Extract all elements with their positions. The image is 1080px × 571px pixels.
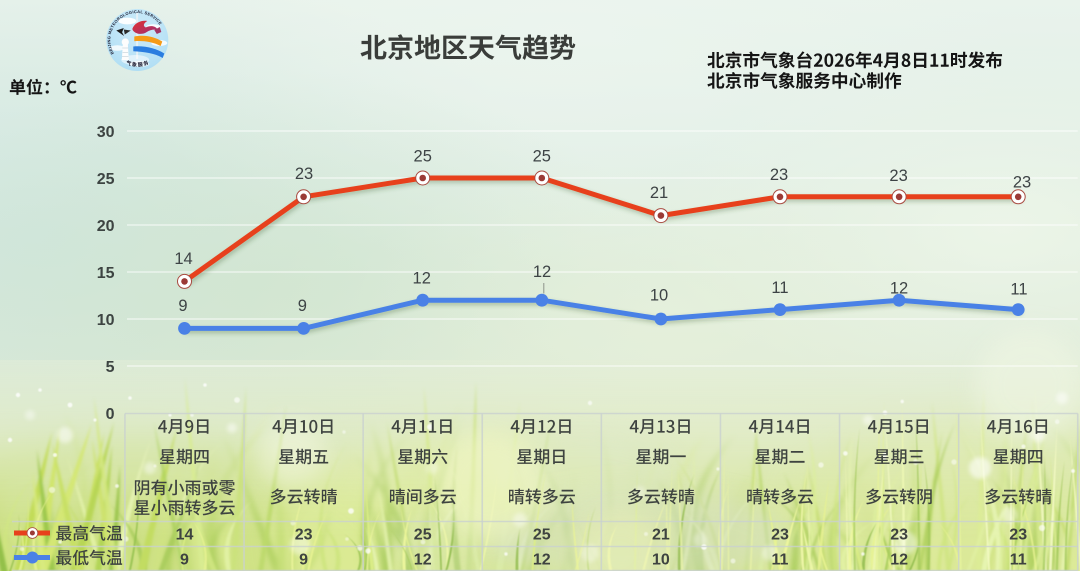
- svg-text:12: 12: [533, 551, 551, 568]
- svg-text:25: 25: [97, 171, 115, 188]
- svg-text:20: 20: [97, 218, 115, 235]
- svg-text:12: 12: [890, 279, 908, 297]
- svg-text:11: 11: [772, 551, 789, 568]
- svg-text:11: 11: [1010, 551, 1027, 568]
- svg-text:12: 12: [414, 551, 432, 568]
- svg-text:21: 21: [650, 184, 668, 202]
- svg-text:11: 11: [1010, 280, 1027, 298]
- svg-text:23: 23: [770, 166, 788, 184]
- svg-text:5: 5: [106, 359, 115, 376]
- svg-text:9: 9: [178, 297, 187, 315]
- svg-text:25: 25: [533, 147, 551, 165]
- svg-text:10: 10: [650, 286, 668, 304]
- svg-text:23: 23: [1009, 526, 1027, 543]
- svg-text:25: 25: [414, 147, 432, 165]
- svg-text:9: 9: [298, 297, 307, 315]
- svg-text:10: 10: [97, 312, 115, 329]
- svg-text:21: 21: [652, 526, 670, 543]
- svg-text:9: 9: [299, 551, 308, 568]
- svg-text:12: 12: [890, 551, 908, 568]
- svg-text:25: 25: [533, 526, 551, 543]
- svg-text:23: 23: [295, 165, 313, 183]
- svg-text:30: 30: [97, 124, 115, 141]
- svg-text:23: 23: [890, 526, 908, 543]
- svg-text:14: 14: [176, 526, 194, 543]
- svg-text:23: 23: [889, 167, 907, 185]
- svg-text:12: 12: [533, 263, 551, 281]
- svg-text:14: 14: [174, 250, 192, 268]
- svg-text:11: 11: [771, 279, 788, 297]
- svg-text:23: 23: [771, 526, 789, 543]
- svg-text:23: 23: [1013, 173, 1031, 191]
- svg-text:23: 23: [295, 526, 313, 543]
- svg-text:9: 9: [180, 551, 189, 568]
- svg-text:10: 10: [652, 551, 670, 568]
- svg-text:25: 25: [414, 526, 432, 543]
- svg-text:15: 15: [97, 265, 115, 282]
- svg-text:0: 0: [106, 406, 115, 423]
- svg-text:12: 12: [413, 269, 431, 287]
